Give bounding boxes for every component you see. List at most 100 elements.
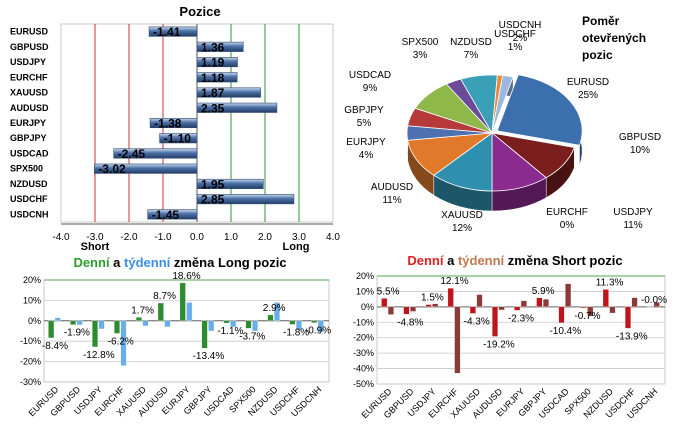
value-label-usdcad: -2.45 [118, 147, 146, 161]
y-tick-20-: 20% [356, 271, 374, 281]
data-label-eurusd: 5.5% [377, 286, 400, 297]
x-tick-1-0: 1.0 [224, 232, 238, 243]
pie-label-spx500: SPX500 [402, 37, 439, 48]
y-tick--30-: -30% [353, 348, 374, 358]
x-tick--2-0: -2.0 [120, 232, 138, 243]
bar-denn--nzdusd [267, 314, 274, 321]
bar-t-denn--nzdusd [609, 306, 616, 314]
short-change-chart-data-labels: 5.5% -4.8% 1.5% 12.1% -4.3% -19.2% -2.3% 5.9% -1… [377, 276, 667, 350]
bar-t-denn--gbpjpy [543, 298, 549, 308]
bar-t-denn--spx500 [252, 320, 258, 332]
short-axis-label: Short [81, 241, 110, 253]
short-change-chart-title: Denní a týdenní změna Short pozic [407, 253, 622, 268]
pie-value-usdchf: 1% [508, 42, 523, 53]
bar-t-denn--spx500 [587, 306, 594, 317]
title-part-1: a [110, 255, 124, 270]
pie-title-line-2: otevřených [582, 31, 646, 45]
long-change-chart-title: Denní a týdenní změna Long pozic [73, 255, 286, 270]
category-label-usdcnh: USDCNH [10, 209, 49, 219]
y-tick--40-: -40% [353, 364, 374, 374]
bar-t-denn--eurusd [387, 306, 394, 315]
bar-denn--usdcad [558, 306, 565, 324]
pie-chart-slices [406, 74, 583, 212]
long-change-chart-data-labels: -8.4% -1.9% -12.8% -6.2% 1.7% 8.7% 18.6% -13.4%… [42, 271, 331, 362]
positions-chart-value-labels: -1.41 1.36 1.191.181.872.35 -1.38-1.10 -2.45… [98, 25, 224, 222]
value-label-xauusd: 1.87 [201, 86, 225, 100]
bar-t-denn--xauusd [476, 294, 483, 308]
data-label-usdchf: -1.8% [283, 327, 309, 338]
data-label-nzdusd: 11.3% [596, 277, 624, 288]
value-label-usdchf: 2.85 [201, 193, 225, 207]
long-change-chart: Denní a týdenní změna Long pozic 20% 10% 0… [20, 255, 331, 419]
data-label-eurjpy: -2.3% [508, 313, 534, 324]
bar-denn--usdcnh [311, 320, 318, 323]
pie-title-line-1: Poměr [582, 14, 620, 28]
category-label-nzdusd: NZDUSD [10, 179, 48, 189]
positions-chart-bars [94, 26, 295, 220]
bar-usdchf [196, 194, 295, 205]
bar-gbpusd [196, 41, 244, 52]
data-label-eurusd: -8.4% [42, 341, 68, 352]
bar-t-denn--usdjpy [98, 320, 105, 330]
positions-chart-x-tick-labels: -4.0 -3.0 -2.0 -1.0 0.0 1.0 2.0 3.0 4.0 [52, 232, 340, 243]
value-label-eurchf: 1.18 [201, 71, 225, 85]
data-label-usdjpy: 1.5% [421, 293, 444, 304]
pie-chart-title: Poměr otevřených pozic [582, 14, 646, 62]
long-change-chart-category-labels: EURUSDGBPUSDUSDJPYEURCHFXAUUSDAUDUSDEURJ… [26, 384, 323, 419]
positions-chart-category-labels: EURUSD GBPUSD USDJPY EURCHF XAUUSD AUDUSD EURJ… [10, 27, 49, 220]
x-tick--4-0: -4.0 [52, 232, 70, 243]
positions-chart-title: Pozice [179, 4, 220, 19]
title-part-3: změna Short pozic [504, 253, 622, 268]
bar-denn--eurusd [381, 298, 388, 308]
bar-t-denn--eurjpy [520, 300, 527, 308]
data-label-eurchf: 12.1% [440, 276, 468, 287]
bar-denn--usdchf [624, 306, 631, 329]
data-label-eurjpy: 18.6% [172, 271, 200, 282]
bar-denn--nzdusd [602, 289, 609, 308]
long-axis-label: Long [283, 241, 310, 253]
data-label-xauusd: -4.3% [464, 316, 490, 327]
y-tick-0-: 0% [361, 302, 374, 312]
bar-denn--usdchf [289, 320, 296, 325]
bar-usdcad [113, 148, 198, 159]
bar-denn--spx500 [245, 320, 252, 329]
x-tick-0-0: 0.0 [190, 232, 204, 243]
bar-usdjpy [196, 57, 238, 68]
bar-t-denn--eurusd [54, 317, 61, 321]
data-label-gbpusd: -1.9% [64, 328, 90, 339]
pie-value-eurchf: 0% [560, 220, 575, 231]
bar-t-denn--gbpusd [410, 306, 417, 312]
title-part-0: Denní [73, 255, 110, 270]
bar-t-denn--audusd [164, 320, 171, 328]
data-label-usdjpy: -12.8% [83, 350, 115, 361]
title-part-1: a [443, 253, 457, 268]
y-tick-0-: 0% [28, 316, 41, 326]
bar-t-denn--usdchf [631, 297, 638, 308]
pie-label-nzdusd: NZDUSD [450, 37, 492, 48]
bar-t-denn--usdcnh [653, 302, 660, 308]
pie-slice-usdcnh [491, 75, 514, 134]
data-label-xauusd: 1.7% [131, 305, 154, 316]
bar-t-denn--usdcad [230, 320, 237, 328]
value-label-nzdusd: 1.95 [201, 177, 225, 191]
bar-t-denn--xauusd [142, 320, 149, 327]
y-tick--20-: -20% [353, 333, 374, 343]
bar-denn--xauusd [135, 317, 142, 321]
pie-value-spx500: 3% [413, 50, 428, 61]
pie-value-nzdusd: 7% [464, 50, 479, 61]
category-label-eurchf: EURCHF [10, 72, 48, 82]
bar-t-denn--gbpusd [76, 320, 83, 326]
short-change-chart-gridlines: 20% 10% 0% -10% -20% -30% -40% -50% [353, 271, 666, 389]
pie-slice-eurusd [496, 74, 583, 146]
data-label-audusd: -19.2% [483, 339, 515, 350]
bar-denn--gbpusd [403, 306, 410, 315]
data-label-usdcad: -1.1% [217, 326, 243, 337]
data-label-audusd: 8.7% [153, 291, 176, 302]
bar-t-denn--gbpjpy [208, 320, 215, 332]
pie-value-eurjpy: 4% [359, 150, 374, 161]
value-label-spx500: -3.02 [98, 162, 126, 176]
bar-t-denn--eurchf [120, 320, 127, 366]
long-change-chart-bars [48, 282, 324, 366]
bar-spx500 [94, 163, 198, 174]
y-tick--10-: -10% [20, 336, 41, 346]
